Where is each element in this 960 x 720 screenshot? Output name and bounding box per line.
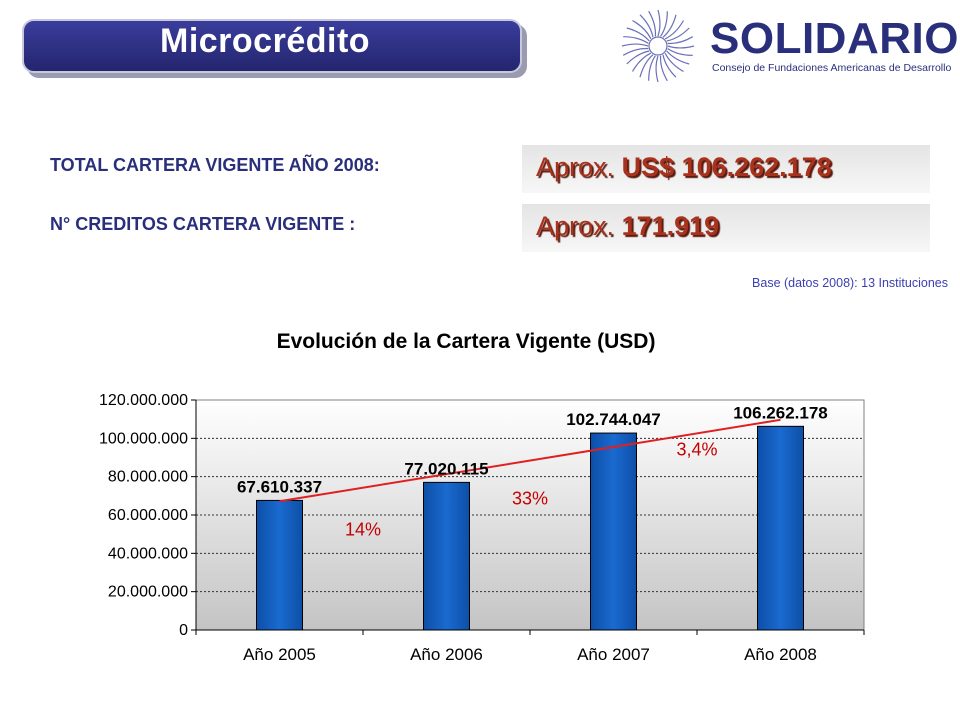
logo-ray	[648, 55, 656, 81]
bar	[590, 432, 637, 631]
bar-value-label: 77.020.115	[404, 459, 488, 478]
logo-ray	[667, 45, 695, 49]
credit-count-label: N° CREDITOS CARTERA VIGENTE :	[50, 214, 356, 234]
logo-ray	[631, 52, 652, 72]
portfolio-evolution-chart: Evolución de la Cartera Vigente (USD) 0 2…	[99, 330, 865, 664]
logo-ray	[662, 14, 677, 38]
base-note: Base (datos 2008): 13 Instituciones	[752, 276, 948, 290]
growth-label: 14%	[345, 520, 381, 540]
trend-line	[279, 418, 781, 503]
chart-title: Evolución de la Cartera Vigente (USD)	[277, 330, 656, 353]
y-tick-label: 120.000.000	[99, 392, 188, 409]
logo-ray	[659, 55, 668, 82]
y-tick-label: 0	[179, 622, 188, 639]
logo-ray	[623, 36, 649, 44]
bar-value-label: 67.610.337	[237, 477, 322, 496]
logo-ray	[639, 14, 654, 38]
credit-count-box: Aprox. 171.919	[522, 204, 930, 252]
logo-ray	[666, 50, 690, 65]
total-portfolio-label: TOTAL CARTERA VIGENTE AÑO 2008:	[50, 155, 380, 175]
brand-name: SOLIDARIOS	[710, 14, 960, 63]
total-portfolio-box: Aprox. US$ 106.262.178	[522, 145, 930, 193]
x-tick-label: Año 2008	[744, 645, 817, 664]
logo-ray	[621, 43, 649, 47]
logo-ray	[657, 9, 661, 37]
bar-value-label: 102.744.047	[566, 410, 661, 429]
logo-ray	[660, 11, 668, 37]
logo-ray	[626, 50, 650, 65]
bar	[256, 499, 303, 631]
logo-ray	[626, 27, 650, 42]
logo-ray	[667, 48, 693, 56]
logo-ray	[664, 52, 684, 73]
bar	[757, 425, 804, 631]
brand-subtitle: Consejo de Fundaciones Americanas de Des…	[712, 62, 952, 74]
title-banner	[22, 19, 522, 73]
bar	[423, 481, 470, 631]
y-tick-label: 80.000.000	[108, 469, 188, 486]
y-tick-label: 40.000.000	[108, 545, 188, 562]
logo-ray	[648, 10, 657, 37]
logo-ray	[662, 54, 677, 78]
x-tick-label: Año 2005	[243, 645, 316, 664]
y-tick-label: 60.000.000	[108, 507, 188, 524]
logo-ray	[622, 47, 649, 56]
x-tick-label: Año 2007	[577, 645, 650, 664]
credit-count-value: Aprox. 171.919	[536, 211, 720, 241]
logo-ray	[655, 55, 659, 83]
y-tick-label: 100.000.000	[99, 430, 188, 447]
logo-ray	[632, 19, 652, 40]
logo-ray	[667, 36, 694, 45]
logo-ray	[666, 27, 690, 42]
bar-value-label: 106.262.178	[733, 403, 828, 422]
total-portfolio-value: Aprox. US$ 106.262.178	[536, 152, 832, 182]
growth-label: 33%	[512, 489, 548, 509]
growth-label: 3,4%	[676, 439, 717, 459]
logo-ray	[639, 54, 654, 78]
page-title: Microcrédito	[160, 22, 371, 60]
logo-ray	[664, 20, 685, 40]
sun-burst-logo-icon	[621, 9, 695, 83]
y-tick-label: 20.000.000	[108, 584, 188, 601]
x-tick-label: Año 2006	[410, 645, 483, 664]
